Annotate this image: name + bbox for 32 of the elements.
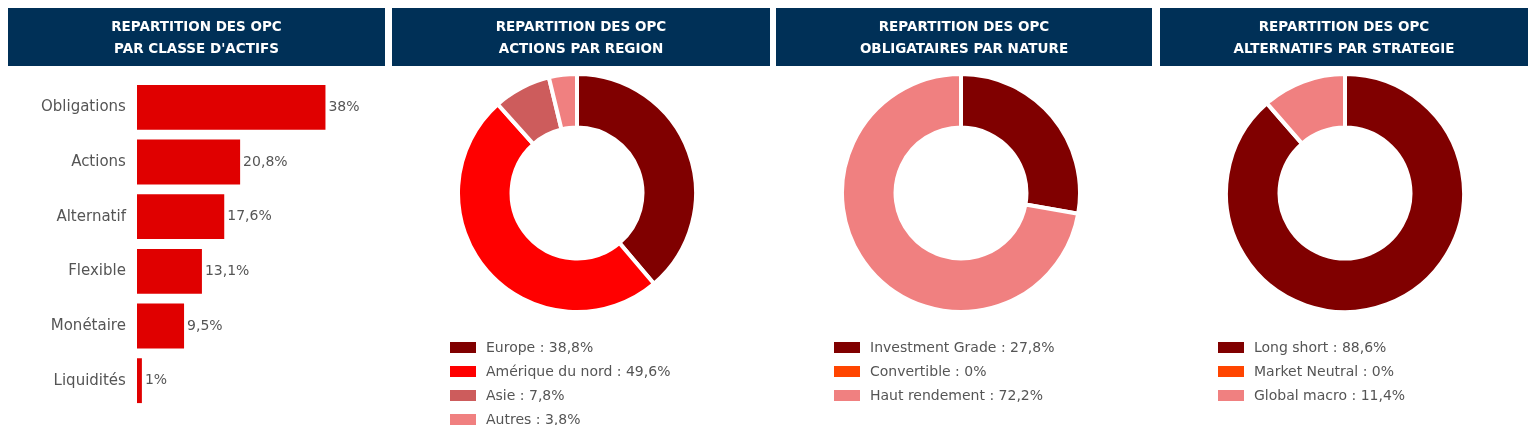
bar: [136, 248, 202, 294]
data-label: 1%: [144, 371, 168, 388]
y-tick-label: Actions: [71, 151, 127, 170]
y-tick-label: Flexible: [68, 261, 126, 280]
legend-label: Market Neutral : 0%: [1254, 363, 1395, 379]
legend-label: Long short : 88,6%: [1254, 339, 1387, 355]
data-label: 9,5%: [187, 316, 223, 333]
data-label: 13,1%: [204, 261, 250, 278]
y-tick-label: Alternatif: [56, 206, 127, 225]
chart-title: REPARTITION DES OPC PAR CLASSE D'ACTIFS: [8, 8, 385, 66]
chart-title: REPARTITION DES OPC OBLIGATAIRES PAR NATURE: [776, 8, 1152, 66]
y-tick-label: Monétaire: [50, 315, 126, 334]
legend-label: Haut rendement : 72,2%: [870, 387, 1044, 403]
chart-title: REPARTITION DES OPC ALTERNATIFS PAR STRATEGIE: [1160, 8, 1528, 66]
legend-label: Global macro : 11,4%: [1254, 387, 1406, 403]
bar: [136, 84, 326, 130]
legend-label: Asie : 7,8%: [486, 387, 565, 403]
legend-label: Autres : 3,8%: [486, 411, 581, 425]
data-label: 17,6%: [227, 207, 272, 224]
bar: [136, 139, 241, 185]
chart-title: REPARTITION DES OPC ACTIONS PAR REGION: [392, 8, 770, 66]
data-label: 38%: [328, 97, 360, 114]
legend-label: Convertible : 0%: [870, 363, 987, 379]
y-tick-label: Obligations: [40, 97, 127, 116]
bar: [136, 358, 142, 404]
legend-label: Amérique du nord : 49,6%: [486, 363, 671, 379]
legend-label: Europe : 38,8%: [486, 339, 594, 355]
y-tick-label: Liquidités: [53, 370, 127, 389]
bar: [136, 194, 225, 240]
data-label: 20,8%: [243, 152, 288, 169]
bar: [136, 303, 185, 349]
legend-label: Investment Grade : 27,8%: [870, 339, 1055, 355]
